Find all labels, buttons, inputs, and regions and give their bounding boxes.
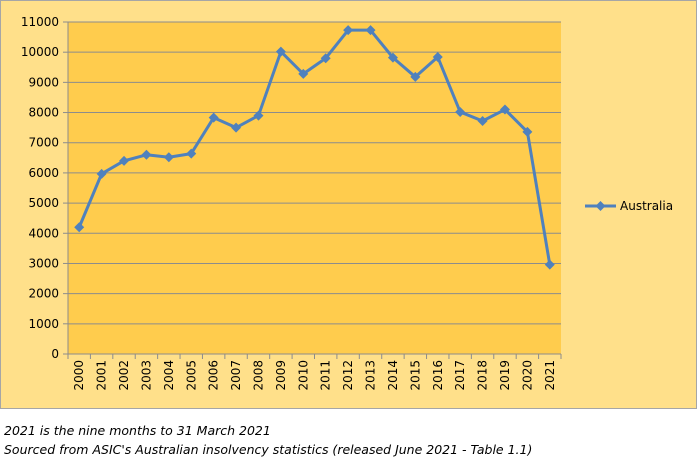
y-tick-label-6000: 6000 (28, 166, 59, 180)
x-tick-label-2021: 2021 (543, 360, 557, 391)
x-tick-label-2005: 2005 (184, 360, 198, 391)
x-tick-label-2015: 2015 (408, 360, 422, 391)
chart: 0 1000 2000 3000 4000 5000 6000 7000 8000 9000 100… (0, 0, 700, 410)
x-tick-label-2013: 2013 (364, 360, 378, 391)
y-tick-label-8000: 8000 (28, 106, 59, 120)
x-tick-label-2018: 2018 (476, 360, 490, 391)
note-period: 2021 is the nine months to 31 March 2021 (4, 421, 696, 440)
note-source: Sourced from ASIC's Australian insolvenc… (4, 440, 696, 459)
x-tick-label-2006: 2006 (207, 360, 221, 391)
x-tick-label-2007: 2007 (229, 360, 243, 391)
line-chart: 0 1000 2000 3000 4000 5000 6000 7000 8000 9000 100… (0, 0, 700, 410)
x-tick-label-2011: 2011 (319, 360, 333, 391)
x-tick-label-2003: 2003 (139, 360, 153, 391)
chart-notes: 2021 is the nine months to 31 March 2021… (4, 421, 696, 459)
y-tick-label-5000: 5000 (28, 196, 59, 210)
x-tick-label-2000: 2000 (72, 360, 86, 391)
y-tick-label-7000: 7000 (28, 136, 59, 150)
y-tick-label-1000: 1000 (28, 317, 59, 331)
y-tick-label-2000: 2000 (28, 287, 59, 301)
plot-area (68, 22, 561, 354)
x-tick-label-2002: 2002 (117, 360, 131, 391)
y-tick-label-0: 0 (51, 347, 59, 361)
x-tick-label-2004: 2004 (162, 360, 176, 391)
y-tick-label-3000: 3000 (28, 256, 59, 270)
legend-label-australia: Australia (620, 199, 673, 213)
y-tick-label-9000: 9000 (28, 75, 59, 89)
x-tick-label-2020: 2020 (520, 360, 534, 391)
y-tick-label-4000: 4000 (28, 226, 59, 240)
x-tick-label-2012: 2012 (341, 360, 355, 391)
x-tick-label-2019: 2019 (498, 360, 512, 391)
y-tick-label-11000: 11000 (21, 15, 59, 29)
x-tick-label-2008: 2008 (251, 360, 265, 391)
x-tick-label-2001: 2001 (95, 360, 109, 391)
x-tick-label-2009: 2009 (274, 360, 288, 391)
x-tick-label-2010: 2010 (296, 360, 310, 391)
y-tick-label-10000: 10000 (21, 45, 59, 59)
x-tick-label-2017: 2017 (453, 360, 467, 391)
x-tick-label-2014: 2014 (386, 360, 400, 391)
x-tick-label-2016: 2016 (431, 360, 445, 391)
